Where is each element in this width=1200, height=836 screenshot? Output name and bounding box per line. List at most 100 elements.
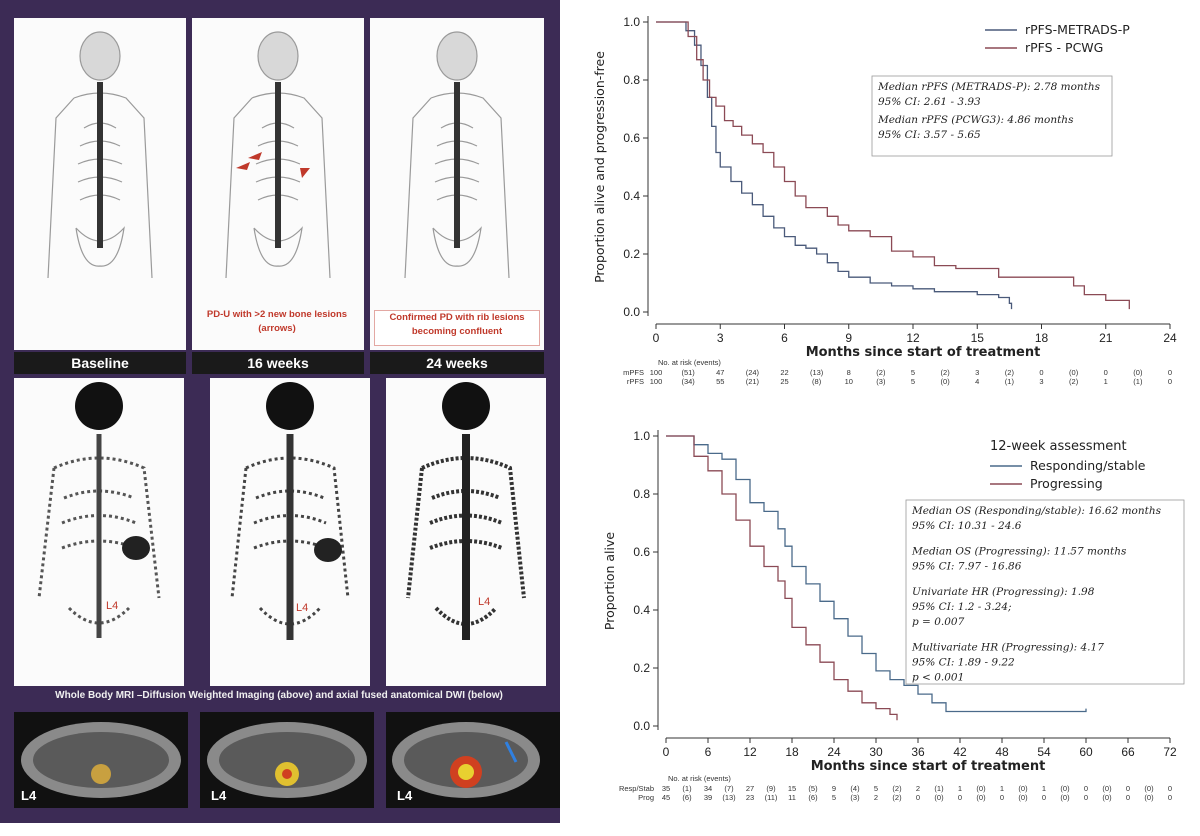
x-tick-label: 9	[845, 331, 852, 345]
x-tick-label: 54	[1037, 745, 1051, 759]
risk-cell: 0	[1125, 793, 1131, 802]
risk-cell: (0)	[1144, 784, 1154, 793]
y-tick-label: 0.0	[633, 719, 650, 733]
risk-cell: (2)	[876, 368, 886, 377]
x-tick-label: 6	[781, 331, 788, 345]
risk-cell: (0)	[976, 784, 986, 793]
skeleton-figure	[404, 31, 510, 279]
x-tick-label: 66	[1121, 745, 1135, 759]
imaging-panel: PD-U with >2 new bone lesions (arrows) C…	[0, 0, 560, 823]
x-tick-label: 60	[1079, 745, 1093, 759]
y-tick-label: 0.8	[623, 73, 640, 87]
risk-cell: 5	[831, 793, 837, 802]
risk-row-label: mPFS	[623, 368, 644, 377]
annotation-box	[905, 499, 1185, 685]
risk-cell: 22	[780, 368, 789, 377]
caption-16-weeks: PD-U with >2 new bone lesions (arrows)	[206, 309, 348, 334]
axial-slice	[392, 722, 540, 798]
y-tick-label: 0.4	[633, 603, 650, 617]
annotation-line: Median OS (Responding/stable): 16.62 mon…	[911, 505, 1162, 517]
mri-caption: Whole Body MRI –Diffusion Weighted Imagi…	[55, 690, 503, 701]
x-tick-label: 48	[995, 745, 1009, 759]
risk-cell: (0)	[1133, 368, 1143, 377]
risk-cell: 55	[716, 377, 725, 386]
mri-body-figure	[230, 382, 350, 640]
risk-cell: (13)	[722, 793, 736, 802]
legend-title: 12-week assessment	[990, 439, 1127, 454]
risk-cell: (0)	[1069, 368, 1079, 377]
risk-cell: 0	[1167, 368, 1173, 377]
lesion-arrows	[236, 152, 310, 178]
y-tick-label: 1.0	[623, 15, 640, 29]
x-tick-label: 0	[653, 331, 660, 345]
mri-baseline: L4	[14, 378, 184, 686]
risk-cell: 35	[661, 784, 671, 793]
risk-cell: 3	[975, 368, 980, 377]
bone-scan-16-weeks: PD-U with >2 new bone lesions (arrows)	[192, 18, 364, 350]
risk-cell: (5)	[808, 784, 818, 793]
km-curve-1	[656, 21, 1130, 310]
annotation-line: p < 0.001	[912, 672, 964, 684]
annotation-line: Median OS (Progressing): 11.57 months	[911, 546, 1127, 558]
risk-cell: 1	[1103, 377, 1108, 386]
y-tick-label: 0.2	[623, 247, 640, 261]
legend-label: Responding/stable	[1030, 458, 1146, 473]
risk-cell: 0	[1041, 793, 1047, 802]
y-tick-label: 0.6	[633, 545, 650, 559]
week-label-24: 24 weeks	[370, 352, 544, 374]
axial-slice	[21, 722, 181, 798]
risk-cell: 1	[999, 784, 1005, 793]
os-chart-panel: 0.0 0.2 0.4 0.6 0.8 1.0 0 6 12 18 24 30 36 42 48 54 60 66…	[580, 418, 1192, 828]
risk-cell: 2	[873, 793, 879, 802]
risk-cell: 0	[957, 793, 963, 802]
risk-cell: 8	[846, 368, 851, 377]
l4-tag: L4	[394, 788, 416, 803]
risk-table-title: No. at risk (events)	[668, 774, 731, 783]
risk-cell: (0)	[1144, 793, 1154, 802]
risk-cell: 3	[1039, 377, 1044, 386]
risk-cell: 25	[780, 377, 789, 386]
risk-cell: (21)	[745, 377, 760, 386]
legend-label: rPFS-METRADS-P	[1025, 22, 1130, 37]
x-tick-label: 24	[1163, 331, 1177, 345]
risk-cell: 10	[844, 377, 853, 386]
mri-24-weeks: L4	[386, 378, 546, 686]
risk-row-label: Prog	[638, 793, 654, 802]
legend-label: rPFS - PCWG	[1025, 40, 1103, 55]
risk-cell: (0)	[1018, 784, 1028, 793]
annotation-line: Median rPFS (METRADS-P): 2.78 months	[877, 81, 1101, 93]
risk-cell: 0	[1125, 784, 1131, 793]
risk-cell: (3)	[876, 377, 886, 386]
risk-cell: 1	[957, 784, 963, 793]
y-tick-label: 0.2	[633, 661, 650, 675]
risk-cell: 0	[1103, 368, 1108, 377]
risk-cell: (3)	[850, 793, 860, 802]
risk-table-title: No. at risk (events)	[658, 358, 721, 367]
risk-cell: (0)	[940, 377, 950, 386]
risk-cell: 2	[915, 784, 921, 793]
x-tick-label: 3	[717, 331, 724, 345]
annotation-line: p = 0.007	[912, 616, 965, 628]
annotation-line: 95% CI: 2.61 - 3.93	[878, 96, 981, 108]
km-curve-0	[656, 21, 1013, 310]
y-tick-label: 1.0	[633, 429, 650, 443]
risk-cell: 45	[661, 793, 671, 802]
risk-cell: (6)	[682, 793, 692, 802]
risk-cell: 27	[745, 784, 755, 793]
risk-cell: (0)	[976, 793, 986, 802]
x-tick-label: 42	[953, 745, 967, 759]
risk-cell: (2)	[940, 368, 950, 377]
l4-marker: L4	[106, 600, 119, 612]
risk-cell: (2)	[1004, 368, 1014, 377]
x-tick-label: 18	[785, 745, 799, 759]
risk-cell: (4)	[850, 784, 860, 793]
risk-cell: (1)	[682, 784, 692, 793]
y-axis-label: Proportion alive and progression-free	[592, 51, 607, 283]
risk-cell: (0)	[1060, 784, 1070, 793]
km-curve-1	[666, 435, 898, 721]
risk-row-label: Resp/Stab	[618, 784, 654, 793]
risk-cell: 11	[788, 793, 796, 802]
risk-cell: (0)	[1018, 793, 1028, 802]
risk-cell: 0	[915, 793, 921, 802]
risk-cell: 9	[831, 784, 837, 793]
